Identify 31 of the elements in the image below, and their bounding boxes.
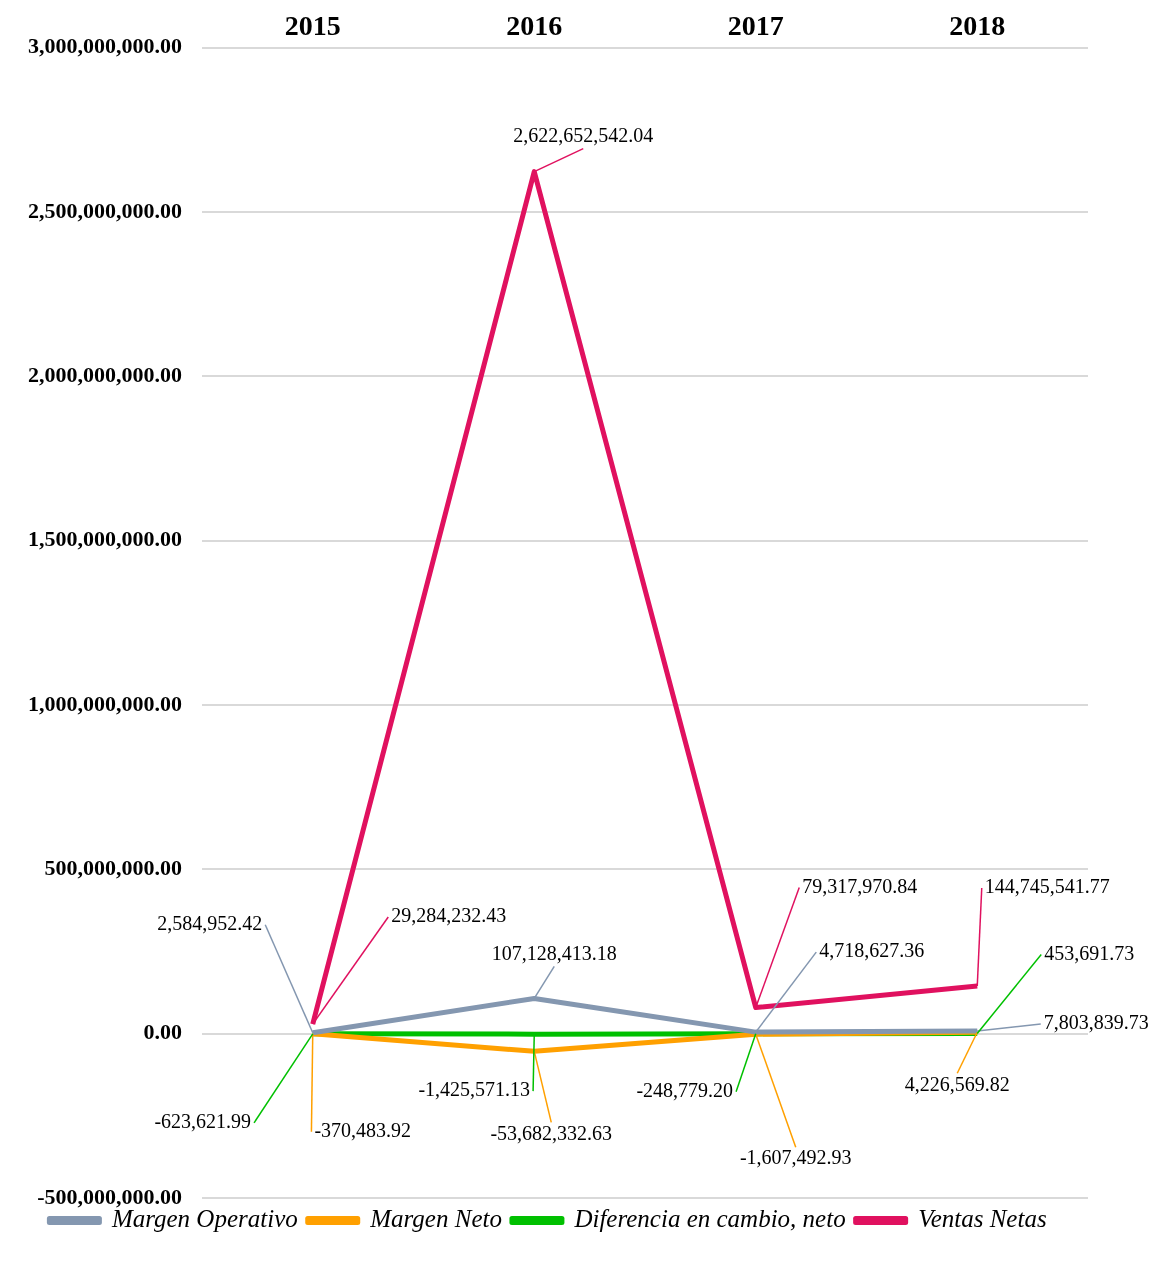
data-label: -248,779.20 [636, 1078, 734, 1101]
legend-label: Diferencia en cambio, neto [573, 1205, 846, 1233]
legend-label: Margen Neto [369, 1205, 502, 1233]
y-tick-label: 0.00 [143, 1019, 182, 1045]
data-label: 2,584,952.42 [157, 912, 263, 935]
x-tick-label: 2017 [727, 10, 784, 42]
x-tick-label: 2018 [949, 10, 1006, 42]
y-tick-label: 2,000,000,000.00 [28, 361, 182, 387]
data-label: 4,226,569.82 [904, 1072, 1010, 1095]
x-tick-label: 2016 [506, 10, 563, 42]
y-tick-label: 2,500,000,000.00 [28, 197, 182, 223]
y-tick-label: 1,500,000,000.00 [28, 526, 182, 552]
data-label: 107,128,413.18 [491, 941, 617, 964]
data-label: 29,284,232.43 [391, 904, 507, 927]
legend-label: Ventas Netas [918, 1205, 1047, 1233]
data-label: 7,803,839.73 [1043, 1011, 1149, 1034]
data-label: 144,745,541.77 [984, 875, 1110, 898]
data-label: -370,483.92 [314, 1119, 412, 1142]
y-tick-label: -500,000,000.00 [37, 1183, 182, 1209]
data-label: -1,607,492.93 [739, 1146, 852, 1169]
data-label: -53,682,332.63 [490, 1121, 613, 1144]
data-label: -1,425,571.13 [418, 1078, 531, 1101]
data-label: 453,691.73 [1044, 941, 1135, 964]
data-label: -623,621.99 [154, 1110, 252, 1133]
y-tick-label: 500,000,000.00 [44, 855, 182, 880]
data-label: 79,317,970.84 [802, 874, 918, 897]
y-tick-label: 1,000,000,000.00 [28, 690, 182, 716]
x-tick-label: 2015 [284, 10, 341, 42]
y-tick-label: 3,000,000,000.00 [28, 33, 182, 59]
data-label: 4,718,627.36 [819, 939, 925, 962]
data-label: 2,622,652,542.04 [513, 123, 654, 146]
